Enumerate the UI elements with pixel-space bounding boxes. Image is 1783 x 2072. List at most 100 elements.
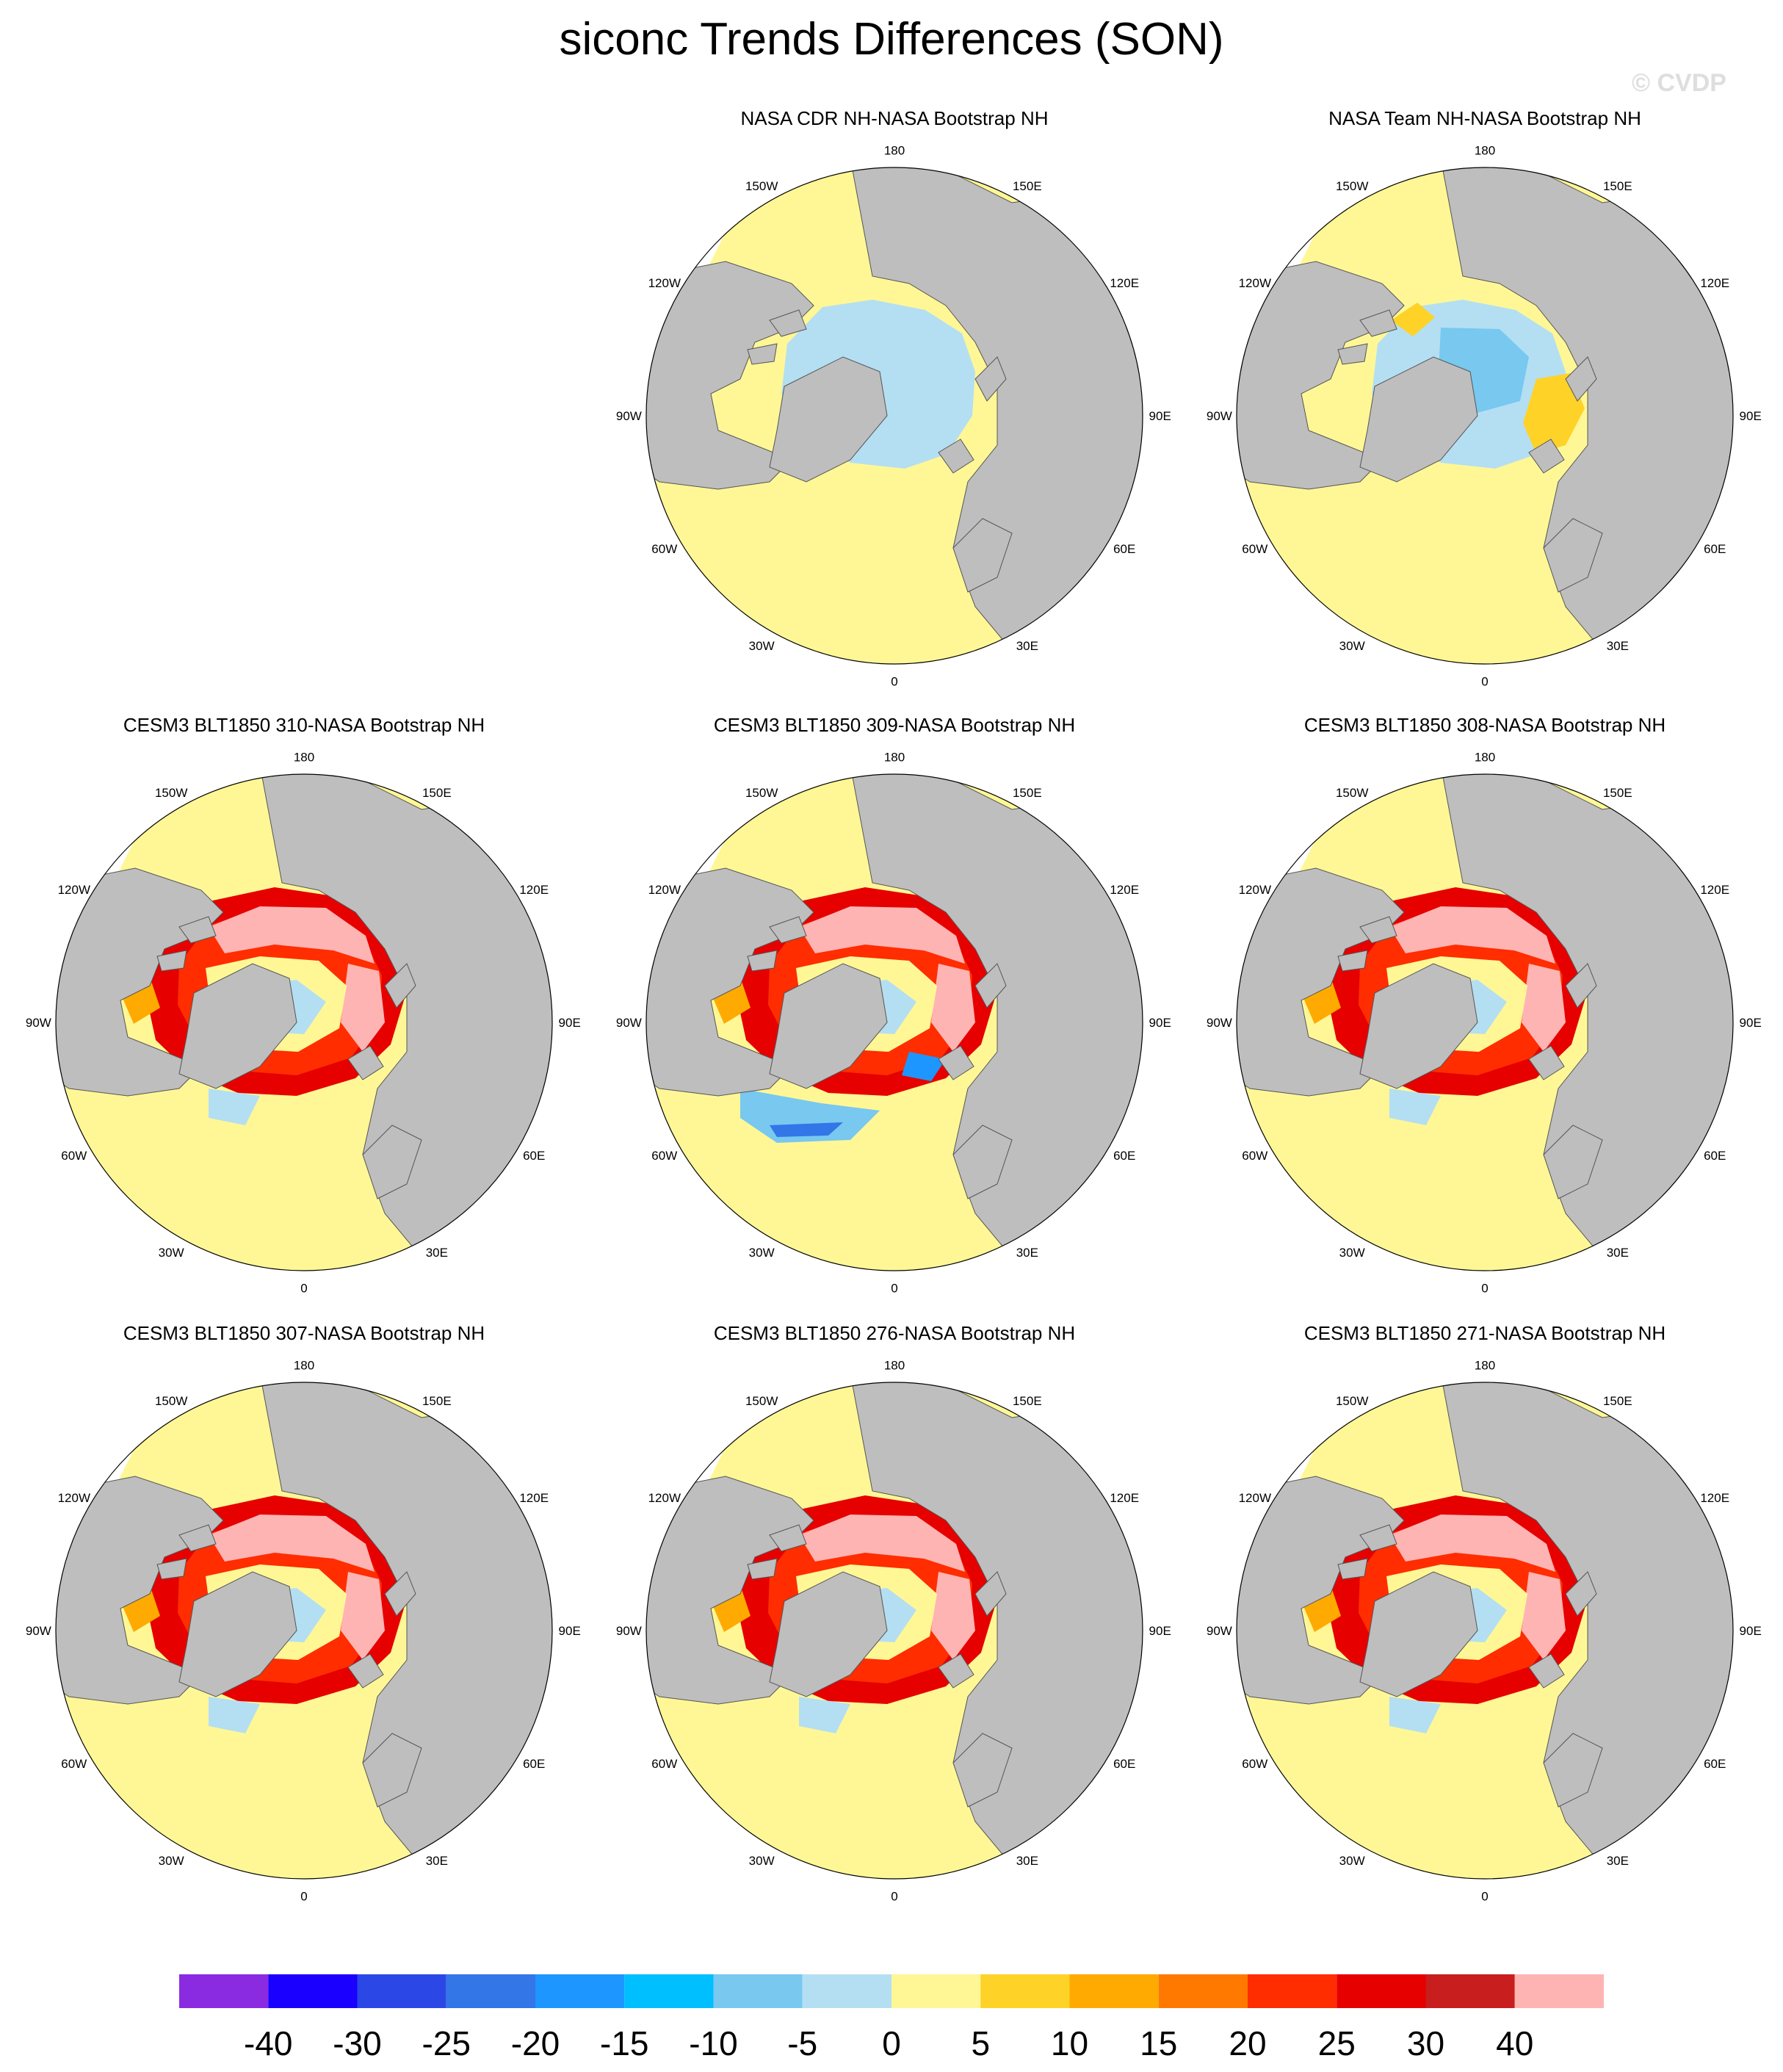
- land-mass: [747, 343, 778, 365]
- longitude-label: 180: [884, 1358, 905, 1372]
- map-panel-7: CESM3 BLT1850 276-NASA Bootstrap NH 180 1…: [616, 1322, 1171, 1910]
- sea-ice-max-positive: [931, 1572, 975, 1660]
- colorbar-label: 15: [1140, 2024, 1177, 2062]
- land-mass: [747, 1558, 778, 1580]
- polar-map: 180 150E 120E 90E 60E 30E 0 30W 60W 90W 120W 150W: [26, 750, 581, 1295]
- panel-title: NASA Team NH-NASA Bootstrap NH: [1328, 107, 1641, 129]
- sea-ice-positive-edge: [1391, 303, 1435, 336]
- sea-ice-negative-patch: [902, 1052, 946, 1081]
- longitude-label: 150W: [745, 1394, 778, 1408]
- map-boundary: [645, 773, 1143, 1271]
- longitude-label: 150W: [1336, 1394, 1368, 1408]
- colorbar-label: 25: [1318, 2024, 1356, 2062]
- colorbar-swatch: [1069, 1974, 1159, 2008]
- longitude-label: 150E: [1603, 1394, 1632, 1408]
- sea-ice-small-negative: [1389, 1089, 1441, 1125]
- longitude-label: 90E: [1149, 1624, 1171, 1638]
- land-mass: [1528, 1653, 1565, 1689]
- sea-ice-max-positive: [1522, 1572, 1566, 1660]
- colorbar-swatch: [624, 1974, 714, 2008]
- longitude-label: 60W: [651, 1149, 677, 1163]
- colorbar-swatch: [802, 1974, 892, 2008]
- land-mass: [952, 1733, 1013, 1808]
- land-mass: [769, 356, 888, 483]
- longitude-label: 120W: [1239, 883, 1271, 897]
- sea-ice-max-positive: [931, 964, 975, 1052]
- colorbar-label: 5: [971, 2024, 990, 2062]
- longitude-label: 150E: [1603, 179, 1632, 193]
- longitude-label: 90W: [616, 1016, 642, 1030]
- map-panel-5: CESM3 BLT1850 308-NASA Bootstrap NH 180 1…: [1207, 714, 1762, 1302]
- panel-title: NASA CDR NH-NASA Bootstrap NH: [740, 107, 1049, 129]
- sea-ice-max-positive: [1522, 964, 1566, 1052]
- land-mass: [1528, 438, 1565, 474]
- longitude-label: 60E: [523, 1149, 545, 1163]
- polar-map: 180 150E 120E 90E 60E 30E 0 30W 60W 90W 120W 150W: [616, 750, 1171, 1296]
- polar-map: 180 150E 120E 90E 60E 30E 0 30W 60W 90W 120W 150W: [26, 1358, 581, 1903]
- longitude-label: 0: [1481, 1890, 1488, 1904]
- land-mass: [347, 1045, 384, 1080]
- longitude-label: 90E: [559, 1016, 581, 1030]
- land-mass: [769, 1524, 807, 1552]
- longitude-label: 60W: [1242, 1757, 1267, 1771]
- longitude-label: 90E: [1740, 409, 1762, 423]
- colorbar-swatch: [1158, 1974, 1248, 2008]
- sea-ice-small-negative: [1389, 1697, 1441, 1733]
- longitude-label: 150E: [422, 786, 452, 800]
- land-mass: [938, 1653, 974, 1689]
- sea-ice-small-negative: [209, 1697, 260, 1733]
- longitude-label: 120W: [1239, 276, 1271, 290]
- longitude-label: 150W: [1336, 179, 1368, 193]
- map-boundary: [645, 1382, 1143, 1880]
- longitude-label: 30W: [159, 1246, 184, 1260]
- polar-map: 180 150E 120E 90E 60E 30E 0 30W 60W 90W 120W 150W: [1207, 750, 1762, 1296]
- colorbar-swatch: [446, 1974, 535, 2008]
- sea-ice-small-negative: [209, 1089, 260, 1125]
- land-mass: [347, 1653, 384, 1689]
- longitude-label: 90E: [1149, 409, 1171, 423]
- land-mass: [974, 963, 1007, 1008]
- sea-ice-positive-edge: [1523, 373, 1585, 454]
- longitude-label: 30E: [1607, 639, 1629, 653]
- land-mass: [1359, 1524, 1397, 1552]
- longitude-label: 180: [1475, 143, 1495, 157]
- map-boundary: [645, 167, 1143, 665]
- longitude-label: 120W: [58, 883, 90, 897]
- map-panel-2: NASA Team NH-NASA Bootstrap NH 180 150E 12…: [1207, 107, 1762, 695]
- longitude-label: 150E: [422, 1394, 452, 1408]
- sea-ice-max-positive: [1389, 906, 1555, 964]
- longitude-label: 150W: [745, 179, 778, 193]
- longitude-label: 0: [891, 1282, 897, 1296]
- longitude-label: 150W: [155, 786, 187, 800]
- land-mass: [769, 1571, 888, 1697]
- longitude-label: 150E: [1013, 179, 1042, 193]
- longitude-label: 60E: [1113, 1149, 1135, 1163]
- land-mass: [1543, 1125, 1603, 1199]
- colorbar-swatch: [713, 1974, 803, 2008]
- land-mass: [938, 1045, 974, 1080]
- longitude-label: 90E: [1740, 1016, 1762, 1030]
- longitude-label: 120E: [519, 1491, 549, 1505]
- longitude-label: 90E: [1149, 1016, 1171, 1030]
- longitude-label: 0: [1481, 1282, 1488, 1296]
- longitude-label: 120W: [1239, 1491, 1271, 1505]
- land-mass: [1565, 963, 1597, 1008]
- map-boundary: [55, 773, 553, 1271]
- panel-title: CESM3 BLT1850 307-NASA Bootstrap NH: [123, 1322, 485, 1344]
- land-mass: [384, 963, 416, 1008]
- land-mass: [1528, 1045, 1565, 1080]
- land-mass: [362, 1733, 422, 1808]
- longitude-label: 60E: [1704, 542, 1726, 556]
- longitude-label: 180: [1475, 1358, 1495, 1372]
- longitude-label: 150E: [1603, 786, 1632, 800]
- longitude-label: 60E: [1113, 542, 1135, 556]
- colorbar-swatch: [268, 1974, 358, 2008]
- longitude-label: 120E: [1700, 1491, 1729, 1505]
- longitude-label: 30E: [1016, 639, 1038, 653]
- longitude-label: 180: [1475, 750, 1495, 764]
- sea-ice-small-negative: [799, 1697, 850, 1733]
- map-boundary: [1236, 773, 1734, 1271]
- panel-title: CESM3 BLT1850 308-NASA Bootstrap NH: [1303, 714, 1666, 736]
- map-boundary: [1236, 167, 1734, 665]
- land-mass: [1565, 356, 1597, 402]
